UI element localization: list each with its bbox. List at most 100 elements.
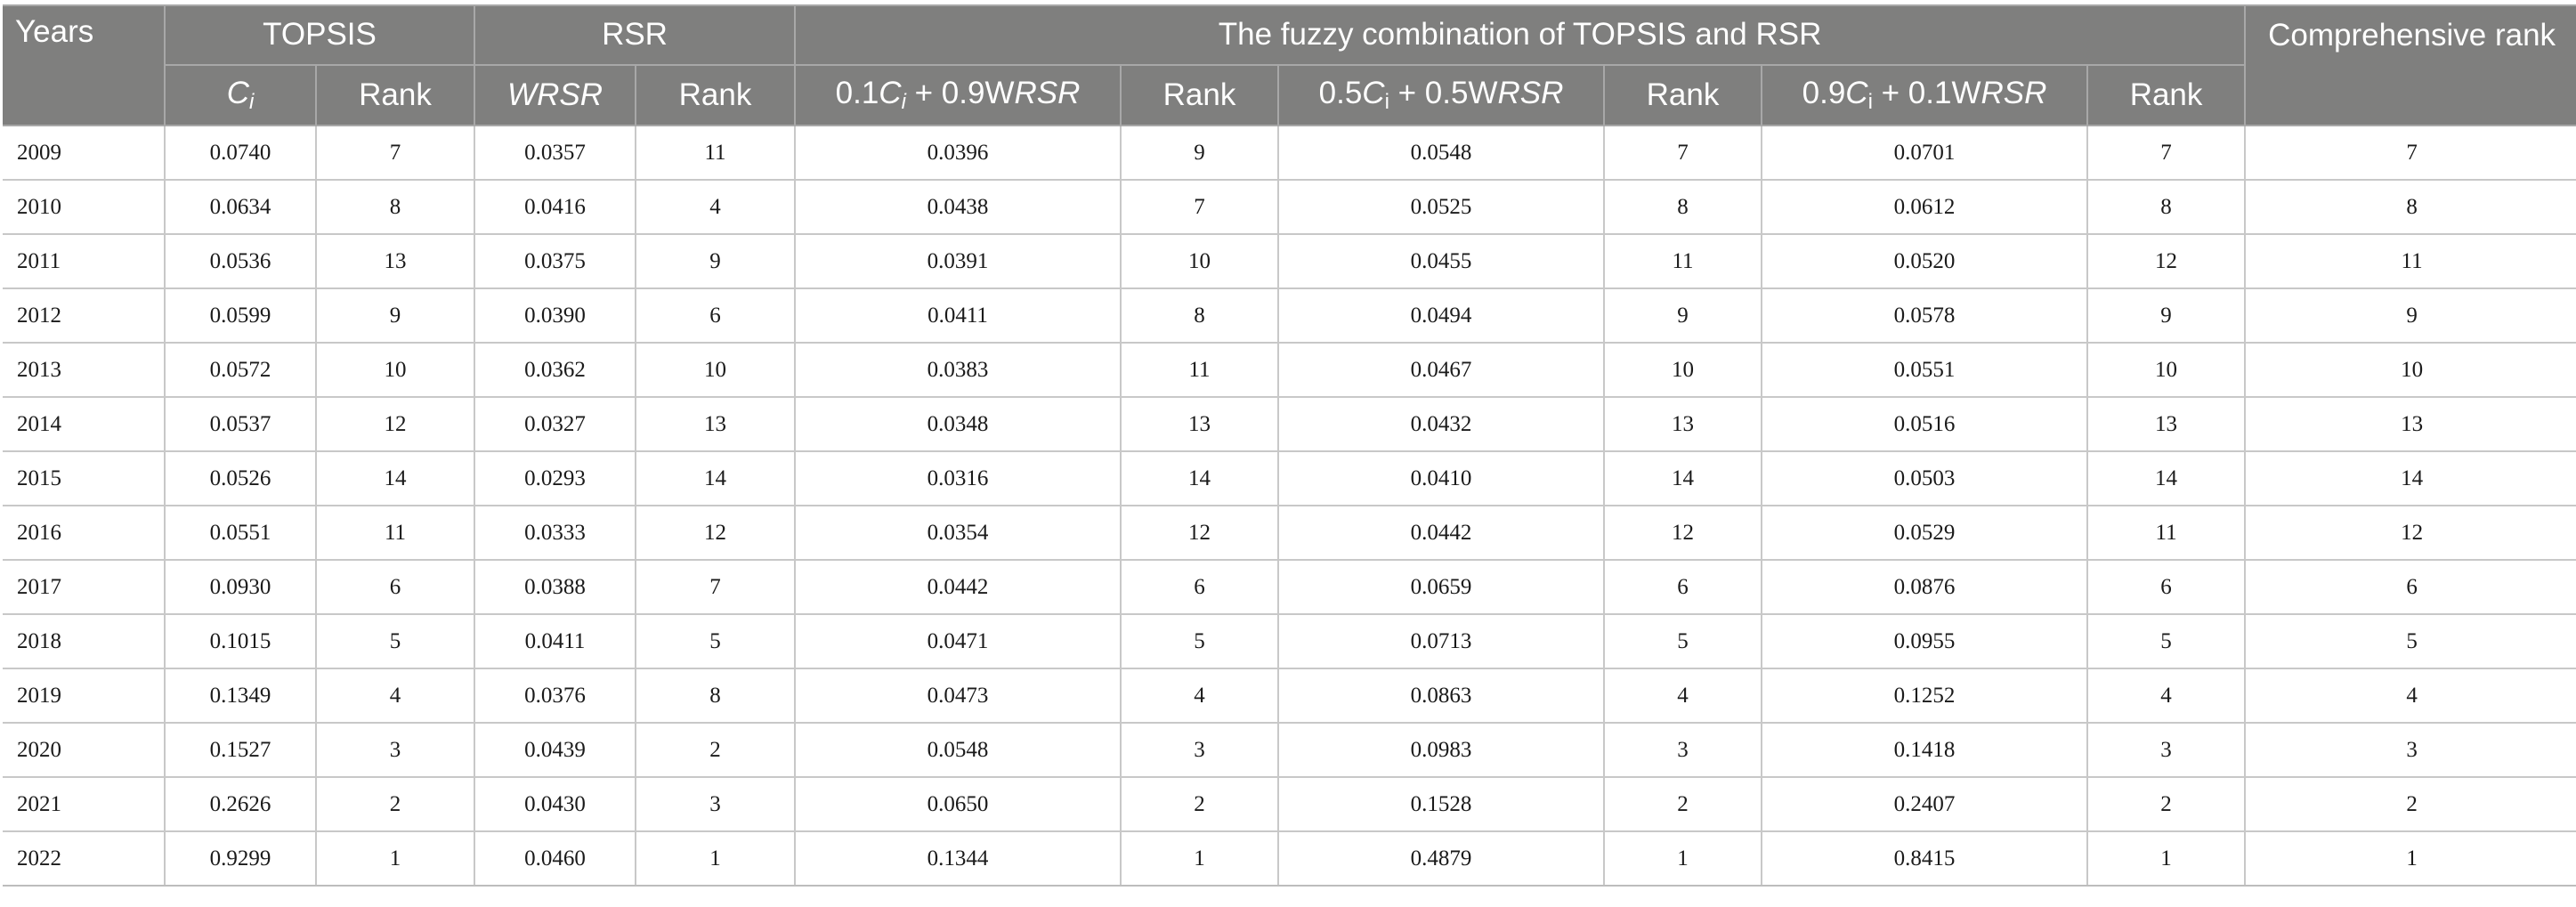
ci-cell: 0.0536 xyxy=(164,233,317,289)
table-row: 2018 0.1015 5 0.0411 5 0.0471 5 0.0713 5… xyxy=(3,613,2576,669)
table-row: 2010 0.0634 8 0.0416 4 0.0438 7 0.0525 8… xyxy=(3,179,2576,235)
year-cell: 2014 xyxy=(3,396,166,452)
years-header: Years xyxy=(3,4,166,126)
combo-09-rank-cell: 14 xyxy=(2086,450,2247,506)
fuzzy-combination-header: The fuzzy combination of TOPSIS and RSR xyxy=(794,4,2247,66)
combo-05-cell: 0.0410 xyxy=(1277,450,1606,506)
wrsr-cell: 0.0333 xyxy=(474,505,637,561)
ci-cell: 0.2626 xyxy=(164,776,317,832)
table-row: 2022 0.9299 1 0.0460 1 0.1344 1 0.4879 1… xyxy=(3,830,2576,887)
year-cell: 2012 xyxy=(3,287,166,344)
combo-05-rank-cell: 1 xyxy=(1603,830,1763,887)
combo-01-rank-cell: 12 xyxy=(1120,505,1280,561)
comprehensive-rank-cell: 13 xyxy=(2244,396,2576,452)
combo-09-rank-cell: 4 xyxy=(2086,668,2247,724)
wrsr-cell: 0.0357 xyxy=(474,125,637,181)
combo-01-rank-cell: 1 xyxy=(1120,830,1280,887)
ci-cell: 0.0599 xyxy=(164,287,317,344)
comprehensive-rank-cell: 10 xyxy=(2244,342,2576,398)
wrsr-header: WRSR xyxy=(474,64,637,126)
combo-01-cell: 0.0316 xyxy=(794,450,1122,506)
topsis-header: TOPSIS xyxy=(163,4,476,66)
combo-05-header: 0.5Ci + 0.5WRSR xyxy=(1277,64,1606,126)
combo-09-cell: 0.0520 xyxy=(1761,233,2089,289)
combo-01-rank-cell: 4 xyxy=(1120,668,1280,724)
year-cell: 2017 xyxy=(3,559,166,615)
combo-01-cell: 0.0391 xyxy=(794,233,1122,289)
combo-09-cell: 0.8415 xyxy=(1761,830,2089,887)
combo-05-rank-cell: 2 xyxy=(1603,776,1763,832)
year-cell: 2022 xyxy=(3,830,166,887)
combo-09-cell: 0.0551 xyxy=(1761,342,2089,398)
combo-05-rank-cell: 4 xyxy=(1603,668,1763,724)
combo-01-cell: 0.0348 xyxy=(794,396,1122,452)
combo-09-rank-cell: 1 xyxy=(2086,830,2247,887)
combo-05-rank-cell: 10 xyxy=(1603,342,1763,398)
table-row: 2015 0.0526 14 0.0293 14 0.0316 14 0.041… xyxy=(3,450,2576,506)
ci-cell: 0.1527 xyxy=(164,722,317,778)
combo-01-rank-cell: 5 xyxy=(1120,613,1280,669)
table-row: 2013 0.0572 10 0.0362 10 0.0383 11 0.046… xyxy=(3,342,2576,398)
combo-01-cell: 0.0650 xyxy=(794,776,1122,832)
ci-cell: 0.1349 xyxy=(164,668,317,724)
combo-09-rank-cell: 10 xyxy=(2086,342,2247,398)
year-cell: 2010 xyxy=(3,179,166,235)
wrsr-cell: 0.0416 xyxy=(474,179,637,235)
combo-05-rank-cell: 5 xyxy=(1603,613,1763,669)
comprehensive-rank-cell: 14 xyxy=(2244,450,2576,506)
ci-cell: 0.0634 xyxy=(164,179,317,235)
year-cell: 2020 xyxy=(3,722,166,778)
combo-05-cell: 0.0713 xyxy=(1277,613,1606,669)
combo-05-cell: 0.0494 xyxy=(1277,287,1606,344)
wrsr-rank-cell: 8 xyxy=(635,668,797,724)
wrsr-cell: 0.0362 xyxy=(474,342,637,398)
table-row: 2014 0.0537 12 0.0327 13 0.0348 13 0.043… xyxy=(3,396,2576,452)
combo-05-cell: 0.0863 xyxy=(1277,668,1606,724)
combo-05-rank-header: Rank xyxy=(1603,64,1763,126)
combo-05-rank-cell: 12 xyxy=(1603,505,1763,561)
combo-05-cell: 0.1528 xyxy=(1277,776,1606,832)
combo-05-cell: 0.0467 xyxy=(1277,342,1606,398)
ci-cell: 0.0572 xyxy=(164,342,317,398)
topsis-rank-header: Rank xyxy=(314,64,476,126)
combo-01-rank-cell: 13 xyxy=(1120,396,1280,452)
combo-01-cell: 0.0438 xyxy=(794,179,1122,235)
year-cell: 2016 xyxy=(3,505,166,561)
combo-09-cell: 0.0503 xyxy=(1761,450,2089,506)
ci-rank-cell: 3 xyxy=(314,722,476,778)
combo-01-cell: 0.0471 xyxy=(794,613,1122,669)
wrsr-cell: 0.0375 xyxy=(474,233,637,289)
combo-01-rank-cell: 7 xyxy=(1120,179,1280,235)
rsr-rank-header: Rank xyxy=(635,64,797,126)
wrsr-rank-cell: 13 xyxy=(635,396,797,452)
combo-05-rank-cell: 6 xyxy=(1603,559,1763,615)
year-cell: 2019 xyxy=(3,668,166,724)
combo-01-rank-cell: 3 xyxy=(1120,722,1280,778)
combo-09-rank-cell: 8 xyxy=(2086,179,2247,235)
combo-09-cell: 0.1418 xyxy=(1761,722,2089,778)
wrsr-cell: 0.0411 xyxy=(474,613,637,669)
wrsr-cell: 0.0430 xyxy=(474,776,637,832)
combo-01-rank-cell: 2 xyxy=(1120,776,1280,832)
combo-05-rank-cell: 7 xyxy=(1603,125,1763,181)
ci-rank-cell: 13 xyxy=(314,233,476,289)
combo-09-rank-cell: 13 xyxy=(2086,396,2247,452)
combo-01-cell: 0.0473 xyxy=(794,668,1122,724)
combo-05-cell: 0.0525 xyxy=(1277,179,1606,235)
ci-rank-cell: 12 xyxy=(314,396,476,452)
combo-09-rank-cell: 3 xyxy=(2086,722,2247,778)
ci-rank-cell: 8 xyxy=(314,179,476,235)
combo-09-cell: 0.2407 xyxy=(1761,776,2089,832)
year-cell: 2009 xyxy=(3,125,166,181)
combo-09-cell: 0.0701 xyxy=(1761,125,2089,181)
ci-rank-cell: 5 xyxy=(314,613,476,669)
comprehensive-rank-cell: 12 xyxy=(2244,505,2576,561)
combo-05-cell: 0.0432 xyxy=(1277,396,1606,452)
combo-09-cell: 0.0955 xyxy=(1761,613,2089,669)
table-row: 2012 0.0599 9 0.0390 6 0.0411 8 0.0494 9… xyxy=(3,287,2576,344)
combo-09-rank-cell: 7 xyxy=(2086,125,2247,181)
combo-01-cell: 0.0383 xyxy=(794,342,1122,398)
combo-01-header: 0.1Ci + 0.9WRSR xyxy=(794,64,1122,126)
year-cell: 2011 xyxy=(3,233,166,289)
combo-01-rank-cell: 14 xyxy=(1120,450,1280,506)
